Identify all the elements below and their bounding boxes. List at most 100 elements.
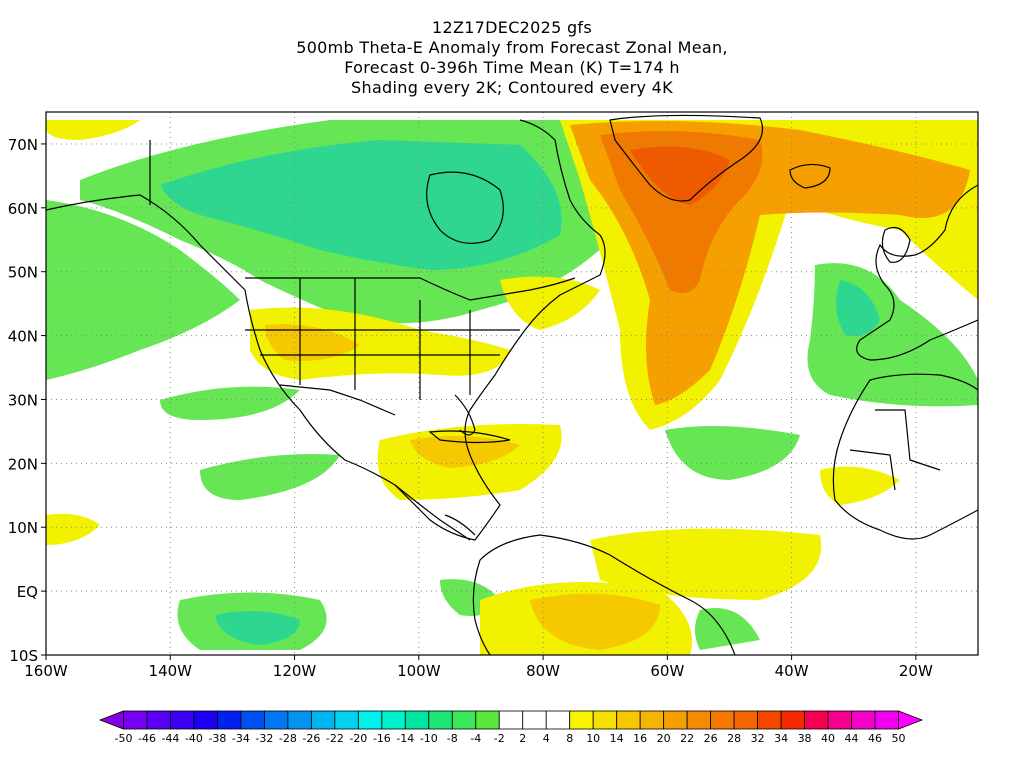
colorbar-swatch [874, 710, 899, 730]
shade-yellow-west-us [250, 307, 510, 380]
anomaly-shading [46, 112, 978, 655]
y-tick-label: 10N [8, 519, 38, 537]
colorbar-label: -20 [349, 732, 367, 745]
shade-gold-caribbean [410, 436, 520, 468]
colorbar-label: 34 [774, 732, 788, 745]
shade-gold-south-america [530, 593, 660, 650]
y-axis-ticks: 10S EQ 10N 20N 30N 40N 50N 60N 70N [8, 136, 46, 665]
colorbar-swatch [569, 710, 594, 730]
colorbar-label: -2 [494, 732, 505, 745]
shade-green-subtropics [200, 454, 340, 500]
colorbar-label: 10 [586, 732, 600, 745]
colorbar-label: 14 [610, 732, 624, 745]
colorbar-labels: -50 -46 -44 -40 -38 -34 -32 -28 -26 -22 -20 -16 -14-… [115, 732, 906, 745]
y-tick-label: 10S [9, 647, 38, 665]
colorbar-label: 44 [845, 732, 859, 745]
y-tick-label: 50N [8, 264, 38, 282]
x-tick-label: 20W [899, 662, 933, 680]
colorbar-label: -22 [326, 732, 344, 745]
colorbar-swatch [827, 710, 852, 730]
colorbar-label: 8 [566, 732, 573, 745]
shade-yellow-pacific-10n [46, 513, 100, 545]
colorbar-label: -26 [302, 732, 320, 745]
colorbar-label: 2 [519, 732, 526, 745]
colorbar-swatch [545, 710, 571, 730]
x-tick-label: 160W [24, 662, 68, 680]
colorbar-label: 4 [543, 732, 550, 745]
colorbar-swatch [217, 710, 242, 730]
shade-green-pacific [46, 200, 240, 380]
coastline-iceland [789, 163, 831, 189]
coastline-british-isles [881, 227, 911, 263]
colorbar-label: -14 [396, 732, 414, 745]
x-tick-label: 120W [273, 662, 317, 680]
y-tick-label: 40N [8, 328, 38, 346]
colorbar-label: -10 [420, 732, 438, 745]
colorbar-label: -8 [447, 732, 458, 745]
coastline-central-america [394, 484, 476, 541]
coastline-africa [832, 373, 978, 540]
coastline-north-america [46, 119, 606, 541]
border-us-states [245, 278, 520, 400]
colorbar-swatch [592, 710, 618, 730]
colorbar-swatch [522, 710, 547, 730]
colorbar-swatch [451, 710, 477, 730]
colorbar-label: -34 [232, 732, 250, 745]
border-us-canada [245, 277, 576, 301]
colorbar-label: 40 [821, 732, 835, 745]
colorbar-label: 46 [868, 732, 882, 745]
shade-yellow-alaska-coast [46, 120, 140, 140]
colorbar-swatch [780, 710, 805, 730]
shade-green-pacific-2 [160, 386, 300, 420]
colorbar-swatch [310, 710, 336, 730]
colorbar-swatch [428, 710, 453, 730]
colorbar-swatch [898, 710, 924, 730]
colorbar-swatch [240, 710, 265, 730]
shade-yellow-west-africa [820, 466, 900, 505]
colorbar-label: 16 [633, 732, 647, 745]
colorbar-swatch [263, 710, 289, 730]
coastlines [46, 114, 978, 655]
coastline-hudson-bay [426, 171, 504, 244]
chart-title-line-4: Shading every 2K; Contoured every 4K [351, 78, 673, 97]
colorbar-label: 32 [751, 732, 765, 745]
colorbar-swatch [639, 710, 665, 730]
shade-red-orange-greenland [630, 146, 730, 205]
colorbar [98, 710, 924, 730]
shade-deep-green-tropical-pacific [215, 611, 300, 645]
colorbar-label: 20 [657, 732, 671, 745]
colorbar-label: -40 [185, 732, 203, 745]
colorbar-swatch [686, 710, 712, 730]
colorbar-label: -16 [373, 732, 391, 745]
colorbar-label: 26 [704, 732, 718, 745]
colorbar-swatch [498, 710, 524, 730]
colorbar-swatch [123, 710, 148, 730]
chart-title-line-3: Forecast 0-396h Time Mean (K) T=174 h [344, 58, 680, 77]
colorbar-swatch [851, 710, 876, 730]
colorbar-swatch [146, 710, 171, 730]
colorbar-swatch [616, 710, 641, 730]
y-tick-label: 30N [8, 391, 38, 409]
colorbar-label: -44 [161, 732, 179, 745]
x-tick-label: 80W [526, 662, 560, 680]
border-africa-interior [849, 409, 941, 491]
colorbar-swatch [710, 710, 735, 730]
colorbar-swatch [334, 710, 359, 730]
shade-gold-west-us [265, 324, 360, 361]
coastline-europe [856, 184, 978, 361]
grid-lines [46, 112, 978, 655]
colorbar-label: 28 [727, 732, 741, 745]
colorbar-label: -46 [138, 732, 156, 745]
colorbar-label: -32 [255, 732, 273, 745]
x-tick-label: 40W [775, 662, 809, 680]
colorbar-swatch [98, 710, 124, 730]
colorbar-label: 50 [892, 732, 906, 745]
colorbar-label: 38 [798, 732, 812, 745]
border-us-mexico [279, 384, 396, 416]
y-tick-label: 20N [8, 455, 38, 473]
y-tick-label: EQ [17, 583, 38, 601]
x-axis-ticks: 160W140W120W100W80W60W40W20W0 [24, 655, 933, 680]
x-tick-label: 100W [397, 662, 441, 680]
chart-title-line-2: 500mb Theta-E Anomaly from Forecast Zona… [296, 38, 728, 57]
